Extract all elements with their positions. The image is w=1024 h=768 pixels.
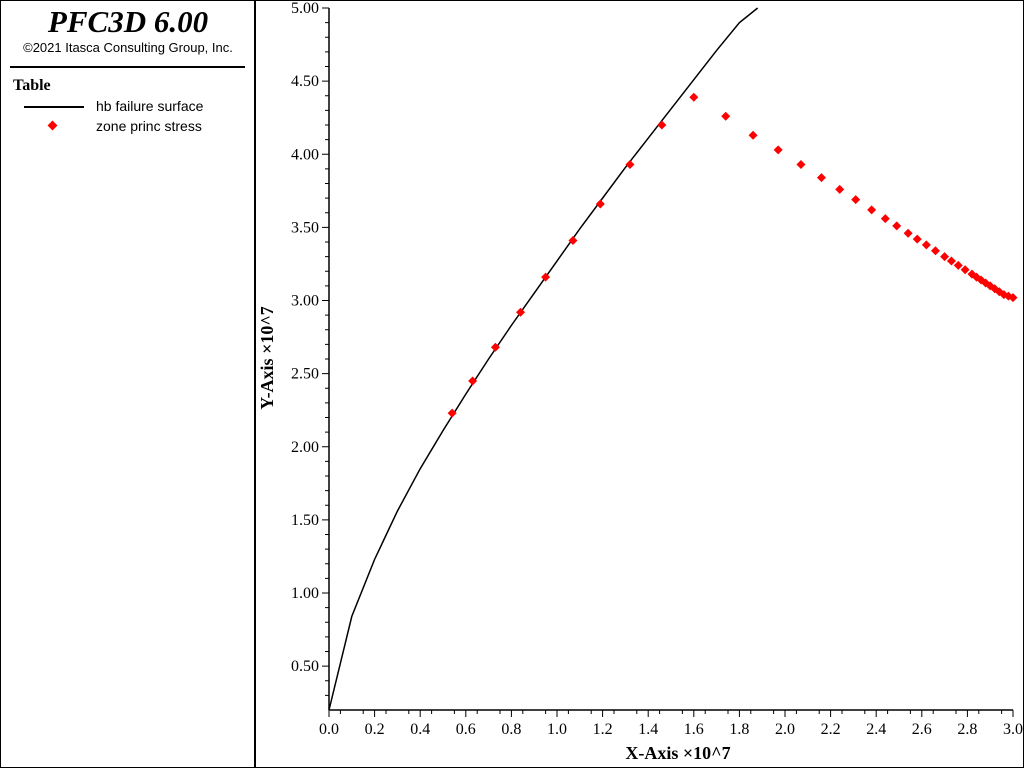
y-tick-label: 4.00 <box>291 146 319 163</box>
zone-princ-stress-point <box>851 195 861 205</box>
zone-princ-stress-point <box>903 228 913 238</box>
zone-princ-stress-point <box>541 272 551 282</box>
axis-labels: X-Axis ×10^7 Y-Axis ×10^7 <box>257 306 731 763</box>
x-tick-label: 2.4 <box>866 721 886 738</box>
zone-princ-stress-point <box>921 240 931 250</box>
y-tick-label: 3.50 <box>291 219 319 236</box>
x-tick-label: 0.6 <box>456 721 476 738</box>
x-tick-label: 2.2 <box>821 721 841 738</box>
x-tick-label: 0.4 <box>410 721 430 738</box>
zone-princ-stress-point <box>796 159 806 169</box>
axes: 0.0 0.2 0.4 0.6 0.8 1.0 1.2 1.4 1.6 1.8 2.0 2.2 2.4 2… <box>291 0 1023 738</box>
y-tick-label: 2.00 <box>291 439 319 456</box>
x-tick-label: 0.2 <box>365 721 385 738</box>
zone-princ-stress-point <box>657 120 667 130</box>
zone-princ-stress-point <box>835 184 845 194</box>
x-tick-label: 2.6 <box>912 721 932 738</box>
zone-princ-stress-point <box>940 252 950 262</box>
y-tick-label: 1.00 <box>291 585 319 602</box>
zone-princ-stress-point <box>595 199 605 209</box>
zone-princ-stress-point <box>625 159 635 169</box>
legend-label: zone princ stress <box>96 118 202 134</box>
zone-princ-stress-point <box>930 246 940 256</box>
x-axis-title: X-Axis ×10^7 <box>625 743 730 763</box>
copyright-text: ©2021 Itasca Consulting Group, Inc. <box>23 40 233 55</box>
zone-princ-stress-point <box>490 342 500 352</box>
legend-heading: Table <box>13 77 51 94</box>
zone-princ-stress-point <box>880 214 890 224</box>
zone-princ-stress-point <box>1008 293 1018 303</box>
legend-label: hb failure surface <box>96 98 204 114</box>
zone-princ-stress-point <box>867 205 877 215</box>
y-tick-label: 2.50 <box>291 366 319 383</box>
zone-princ-stress-point <box>953 260 963 270</box>
legend-panel: PFC3D 6.00 ©2021 Itasca Consulting Group… <box>0 0 256 768</box>
zone-princ-stress-point <box>721 111 731 121</box>
y-tick-label: 4.50 <box>291 73 319 90</box>
legend-entry-zone-princ-stress[interactable]: zone princ stress <box>0 118 256 136</box>
x-tick-label: 1.6 <box>684 721 704 738</box>
x-tick-label: 0.0 <box>319 721 339 738</box>
x-tick-label: 3.0 <box>1003 721 1023 738</box>
zone-princ-stress-point <box>516 307 526 317</box>
app-title: PFC3D 6.00 <box>47 4 209 39</box>
zone-princ-stress-point <box>468 376 478 386</box>
y-tick-label: 5.00 <box>291 0 319 17</box>
y-tick-label: 1.50 <box>291 512 319 529</box>
y-axis-title: Y-Axis ×10^7 <box>257 306 277 410</box>
x-tick-label: 2.8 <box>957 721 977 738</box>
x-tick-label: 1.0 <box>547 721 567 738</box>
zone-princ-stress-point <box>960 265 970 275</box>
series-layer <box>328 7 1018 711</box>
y-tick-label: 0.50 <box>291 658 319 675</box>
x-tick-label: 0.8 <box>501 721 521 738</box>
zone-princ-stress-point <box>946 256 956 266</box>
line-symbol-icon <box>24 106 84 108</box>
x-tick-label: 1.4 <box>638 721 658 738</box>
x-tick-label: 1.8 <box>729 721 749 738</box>
legend-divider <box>10 66 245 68</box>
x-tick-label: 1.2 <box>593 721 613 738</box>
zone-princ-stress-point <box>748 130 758 140</box>
zone-princ-stress-point <box>447 408 457 418</box>
legend-entry-hb-failure-surface[interactable]: hb failure surface <box>0 98 256 116</box>
zone-princ-stress-point <box>892 221 902 231</box>
zone-princ-stress-point <box>912 234 922 244</box>
zone-princ-stress-point <box>773 145 783 155</box>
hb-failure-surface-line <box>328 7 759 711</box>
x-tick-label: 2.0 <box>775 721 795 738</box>
zone-princ-stress-point <box>568 236 578 246</box>
y-tick-label: 3.00 <box>291 293 319 310</box>
zone-princ-stress-point <box>816 173 826 183</box>
zone-princ-stress-point <box>689 92 699 102</box>
